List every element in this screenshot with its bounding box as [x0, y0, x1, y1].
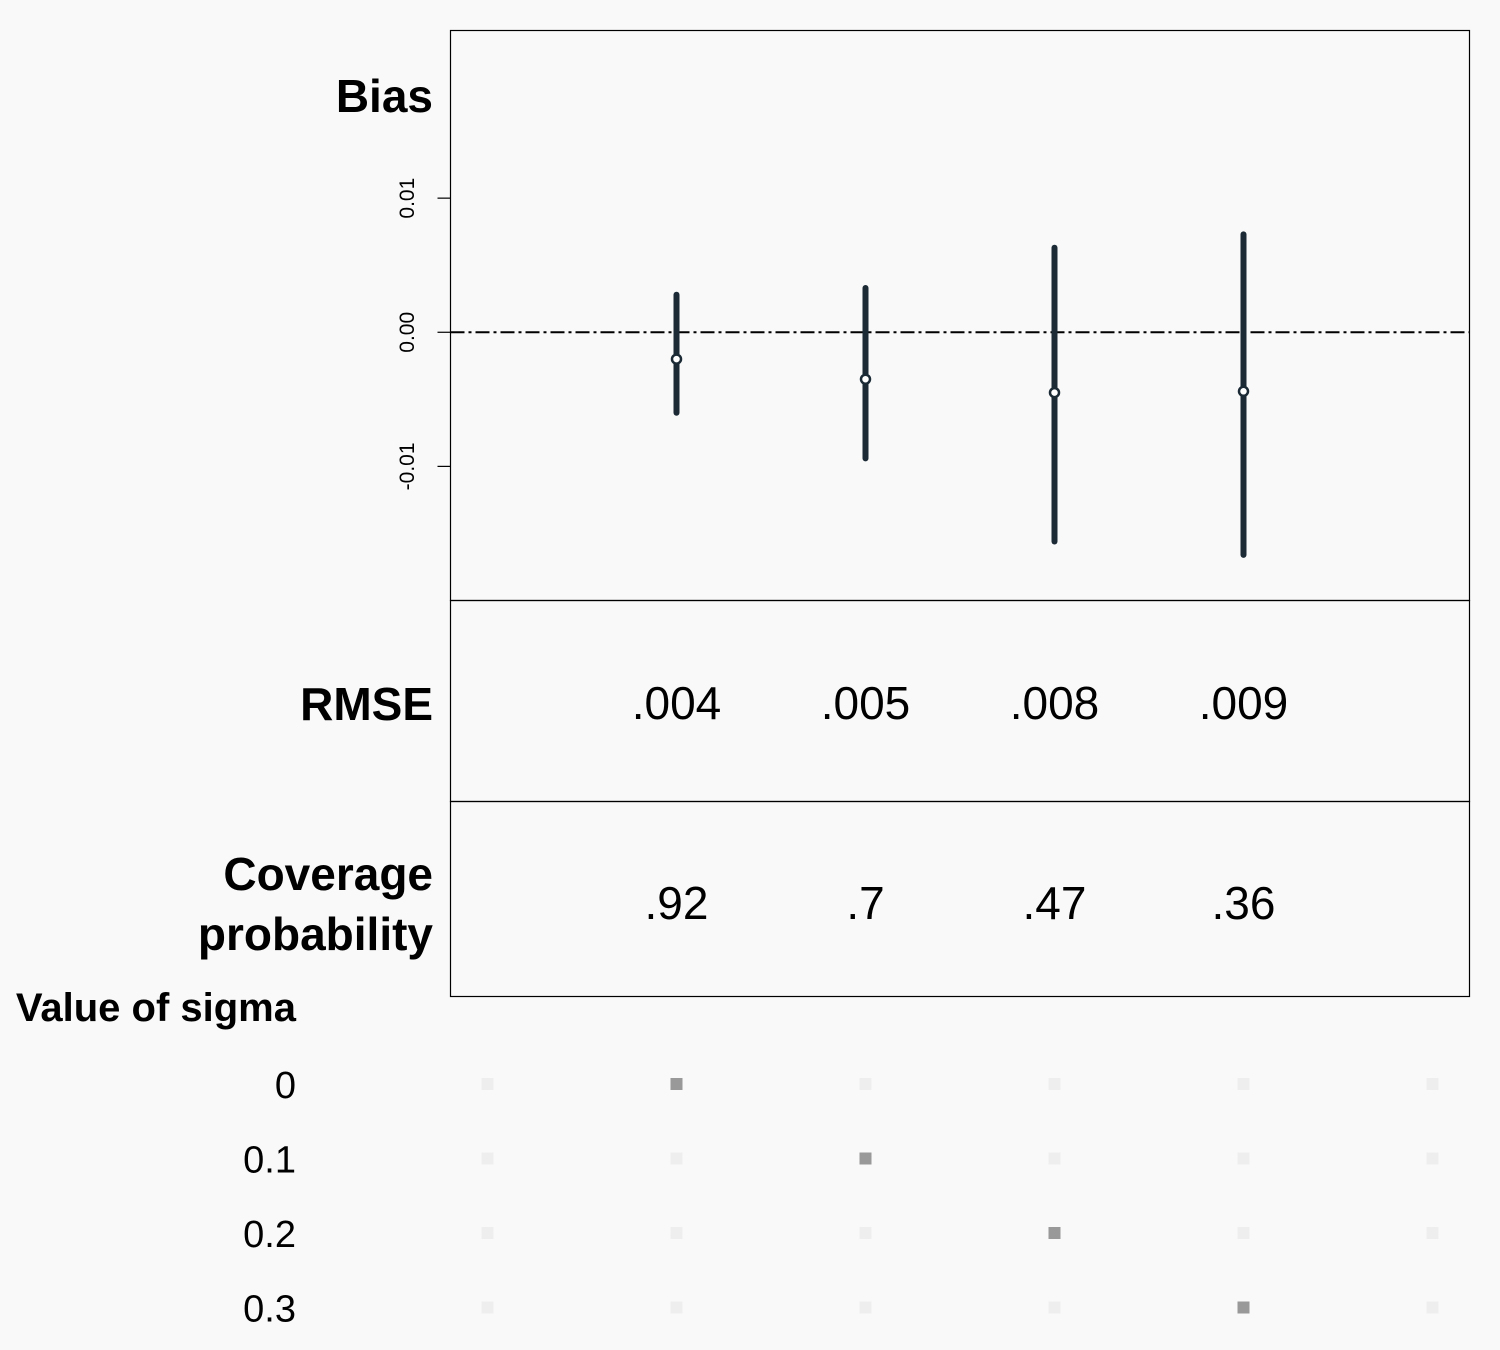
coverage-row-title-line-1: Coverage — [223, 848, 433, 900]
coverage-panel: Coverage probability .92 .7 .47 .36 — [198, 800, 1471, 998]
design-cell-inactive — [1237, 1152, 1250, 1165]
rmse-row-title: RMSE — [300, 678, 433, 730]
coverage-value: .36 — [1212, 877, 1276, 929]
coverage-panel-frame — [449, 800, 1471, 998]
design-matrix-cells — [481, 1078, 1439, 1314]
design-cell-active — [859, 1152, 872, 1165]
design-cell-inactive — [859, 1078, 872, 1090]
bias-y-tick-label: 0.01 — [396, 178, 419, 219]
design-cell-inactive — [1426, 1301, 1439, 1314]
rmse-value: .005 — [821, 677, 911, 729]
coverage-value: .7 — [846, 877, 884, 929]
design-matrix-title: Value of sigma — [16, 986, 297, 1030]
rmse-panel-frame — [449, 599, 1471, 803]
bias-panel: Bias -0.01 0.00 0.01 — [336, 29, 1471, 602]
rmse-value: .004 — [632, 677, 722, 729]
design-level-label: 0.2 — [243, 1214, 296, 1256]
design-cell-inactive — [1426, 1152, 1439, 1165]
rmse-values: .004 .005 .008 .009 — [632, 677, 1289, 729]
coverage-value: .92 — [645, 877, 709, 929]
coverage-value: .47 — [1023, 877, 1087, 929]
bias-y-axis: -0.01 0.00 0.01 — [396, 178, 451, 490]
bias-point-estimate — [859, 373, 872, 385]
design-cell-active — [1237, 1301, 1250, 1314]
design-cell-inactive — [670, 1152, 683, 1165]
rmse-panel: RMSE .004 .005 .008 .009 — [300, 599, 1471, 803]
bias-row-title: Bias — [336, 70, 433, 122]
design-cell-inactive — [670, 1301, 683, 1314]
bias-point-estimate — [1048, 386, 1061, 399]
design-level-labels: 0 0.1 0.2 0.3 — [243, 1065, 296, 1331]
bias-y-tick-label: 0.00 — [396, 312, 419, 353]
design-cell-inactive — [1048, 1301, 1061, 1314]
bias-interval-marks — [670, 231, 1250, 558]
design-matrix: Value of sigma 0 0.1 0.2 0.3 — [16, 986, 1439, 1331]
design-cell-inactive — [1048, 1152, 1061, 1165]
bias-point-estimate — [670, 353, 683, 365]
design-cell-inactive — [859, 1301, 872, 1314]
design-cell-inactive — [670, 1227, 683, 1239]
coverage-values: .92 .7 .47 .36 — [645, 877, 1276, 929]
design-cell-inactive — [1048, 1078, 1061, 1090]
design-cell-active — [1048, 1227, 1061, 1239]
coverage-row-title-line-2: probability — [198, 908, 434, 960]
design-cell-inactive — [859, 1227, 872, 1239]
rmse-value: .009 — [1199, 677, 1289, 729]
design-level-label: 0.1 — [243, 1140, 296, 1182]
design-cell-inactive — [481, 1152, 494, 1165]
design-cell-inactive — [1426, 1078, 1439, 1090]
design-cell-inactive — [481, 1078, 494, 1090]
design-level-label: 0 — [275, 1065, 296, 1107]
rmse-value: .008 — [1010, 677, 1100, 729]
design-cell-inactive — [1426, 1227, 1439, 1239]
bias-point-estimate — [1237, 385, 1250, 398]
design-cell-inactive — [481, 1227, 494, 1239]
design-cell-inactive — [1237, 1227, 1250, 1239]
design-cell-inactive — [481, 1301, 494, 1314]
bias-panel-frame — [449, 29, 1471, 602]
design-cell-inactive — [1237, 1078, 1250, 1090]
design-level-label: 0.3 — [243, 1289, 296, 1331]
design-cell-active — [670, 1078, 683, 1090]
bias-y-tick-label: -0.01 — [396, 442, 419, 490]
